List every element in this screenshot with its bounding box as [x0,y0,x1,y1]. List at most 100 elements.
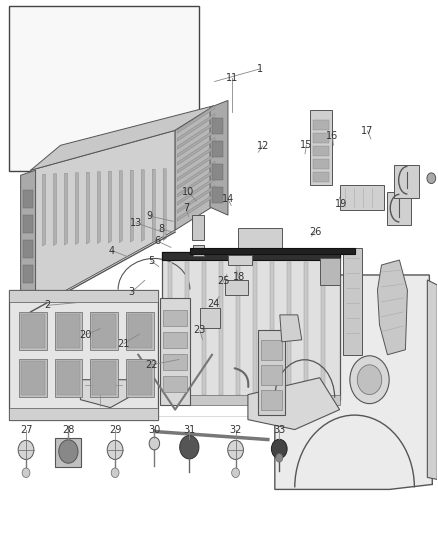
Text: 10: 10 [182,187,194,197]
Polygon shape [225,280,248,295]
Polygon shape [378,260,407,355]
Text: 20: 20 [80,329,92,340]
Polygon shape [304,262,308,394]
Circle shape [22,468,30,478]
Polygon shape [202,262,206,394]
Text: 23: 23 [194,325,206,335]
Polygon shape [23,215,32,233]
Polygon shape [54,312,82,350]
Text: 9: 9 [146,211,152,221]
Polygon shape [313,120,328,131]
Text: 5: 5 [148,256,155,266]
Polygon shape [108,171,111,243]
Polygon shape [177,154,215,181]
Text: 11: 11 [226,73,238,83]
Polygon shape [141,169,144,241]
Text: 27: 27 [20,425,32,435]
Polygon shape [339,185,385,210]
Polygon shape [119,171,122,243]
Polygon shape [128,361,152,394]
Polygon shape [177,185,215,213]
Polygon shape [177,146,215,173]
Polygon shape [261,365,282,385]
Polygon shape [160,298,190,405]
Polygon shape [177,169,215,197]
Polygon shape [126,312,154,350]
Polygon shape [75,173,78,245]
Text: 2: 2 [45,300,51,310]
Polygon shape [9,290,158,302]
Text: 25: 25 [217,277,230,286]
Polygon shape [270,262,274,394]
Text: 30: 30 [148,425,160,435]
Text: 7: 7 [183,203,189,213]
Polygon shape [212,118,223,134]
Polygon shape [177,161,215,189]
Polygon shape [57,314,81,348]
Polygon shape [310,110,332,185]
Polygon shape [177,114,215,141]
Text: 32: 32 [230,425,242,435]
Polygon shape [97,172,100,244]
Polygon shape [162,252,339,260]
Polygon shape [92,314,117,348]
Polygon shape [287,262,291,394]
Polygon shape [313,133,328,143]
Polygon shape [258,330,285,415]
Text: 1: 1 [258,64,264,74]
Circle shape [350,356,389,403]
Polygon shape [321,262,325,394]
Polygon shape [212,141,223,157]
Polygon shape [177,122,215,149]
Polygon shape [395,165,419,198]
Polygon shape [343,248,361,355]
Text: 29: 29 [109,425,121,435]
Text: 19: 19 [335,199,347,209]
Text: 24: 24 [208,298,220,309]
Polygon shape [9,408,158,419]
Polygon shape [130,170,133,242]
Circle shape [149,437,159,450]
Circle shape [59,440,78,463]
Polygon shape [23,265,32,283]
Text: 28: 28 [62,425,74,435]
Polygon shape [126,359,154,397]
Polygon shape [163,354,187,370]
Polygon shape [236,262,240,394]
Polygon shape [64,173,67,245]
Polygon shape [81,379,128,408]
Polygon shape [177,130,215,157]
Text: 17: 17 [361,126,374,136]
Polygon shape [54,359,82,397]
Polygon shape [19,312,46,350]
Polygon shape [313,159,328,169]
Text: 15: 15 [300,140,312,150]
Polygon shape [313,172,328,182]
Circle shape [18,440,34,459]
Bar [55,438,81,467]
Polygon shape [92,361,117,394]
Text: 18: 18 [233,272,245,282]
Text: 16: 16 [326,131,339,141]
Polygon shape [86,172,89,244]
FancyArrowPatch shape [235,368,248,387]
Circle shape [107,440,123,459]
Polygon shape [388,192,411,225]
Text: 4: 4 [109,246,115,255]
Polygon shape [21,361,45,394]
Polygon shape [261,340,282,360]
Polygon shape [57,361,81,394]
Polygon shape [228,255,252,265]
Circle shape [272,439,287,458]
Polygon shape [23,240,32,258]
Polygon shape [90,312,118,350]
Polygon shape [9,290,158,419]
Polygon shape [162,252,339,400]
Polygon shape [177,177,215,205]
Polygon shape [238,228,282,248]
Circle shape [357,365,382,394]
Polygon shape [190,248,355,254]
Text: 21: 21 [118,338,130,349]
Text: 12: 12 [257,141,269,151]
Polygon shape [185,262,189,394]
